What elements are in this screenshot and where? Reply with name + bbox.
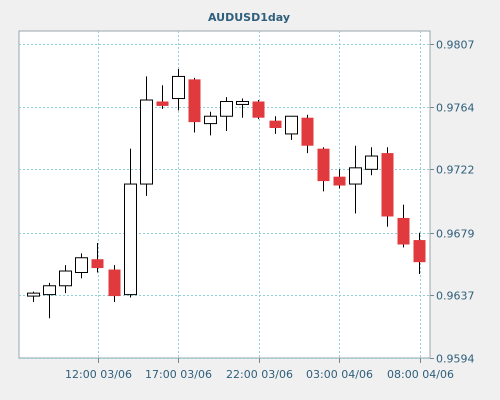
candle-up [172,69,185,111]
candle-down [91,243,104,273]
candle-body [188,79,201,123]
y-tick-label: 0.9722 [436,164,475,177]
x-tick-label: 12:00 03/06 [65,368,132,381]
candle-up [220,97,233,131]
candle-down [301,114,314,154]
x-tick-label: 08:00 04/06 [387,368,454,381]
candle-up [285,115,298,140]
chart-title: AUDUSD1day [208,11,290,24]
y-tick-label: 0.9679 [436,228,475,241]
candle-body [108,269,121,297]
candle-down [381,147,394,227]
candle-body [252,101,265,118]
candle-body [43,285,56,296]
x-axis: 12:00 03/06 17:00 03/06 22:00 03/06 03:00 0… [65,358,454,381]
candle-up [365,147,378,176]
candle-down [108,265,121,302]
candle-up [43,282,56,319]
y-tick-label: 0.9764 [436,102,475,115]
candle-down [317,147,330,192]
candle-body [381,153,394,217]
candle-body [301,117,314,146]
candles-group [27,69,426,319]
y-tick-label: 0.9594 [436,353,475,366]
candle-body [269,120,282,129]
candle-up [27,291,40,302]
candle-body [220,100,233,117]
candle-up [59,265,72,294]
candle-body [236,100,249,105]
candle-up [349,145,362,214]
candle-body [204,115,217,125]
candle-body [413,240,426,263]
candle-up [204,111,217,136]
x-tick-label: 03:00 04/06 [306,368,373,381]
y-tick-label: 0.9637 [436,290,475,303]
candle-body [333,176,346,186]
candle-down [156,85,169,109]
candle-body [397,217,410,245]
candle-down [269,116,282,134]
x-tick-label: 22:00 03/06 [226,368,293,381]
candle-body [59,270,72,287]
candle-up [124,148,137,298]
candle-up [236,98,249,118]
candle-body [172,75,185,100]
candle-down [333,169,346,189]
candle-body [317,148,330,182]
candle-up [75,253,88,279]
plot-area [18,30,431,359]
candle-body [156,101,169,106]
candle-body [285,115,298,135]
candle-body [27,292,40,297]
candle-down [413,232,426,274]
candle-body [349,167,362,185]
x-tick-label: 17:00 03/06 [145,368,212,381]
y-axis: 0.9807 0.9764 0.9722 0.9679 0.9637 0.9594 [430,39,475,366]
candle-down [252,100,265,120]
candle-body [75,257,88,273]
candle-body [365,155,378,170]
candle-body [124,183,137,296]
candle-body [140,99,153,185]
candle-down [397,204,410,248]
candle-body [91,259,104,269]
candle-up [140,76,153,196]
y-tick-label: 0.9807 [436,39,475,52]
candle-down [188,77,201,133]
